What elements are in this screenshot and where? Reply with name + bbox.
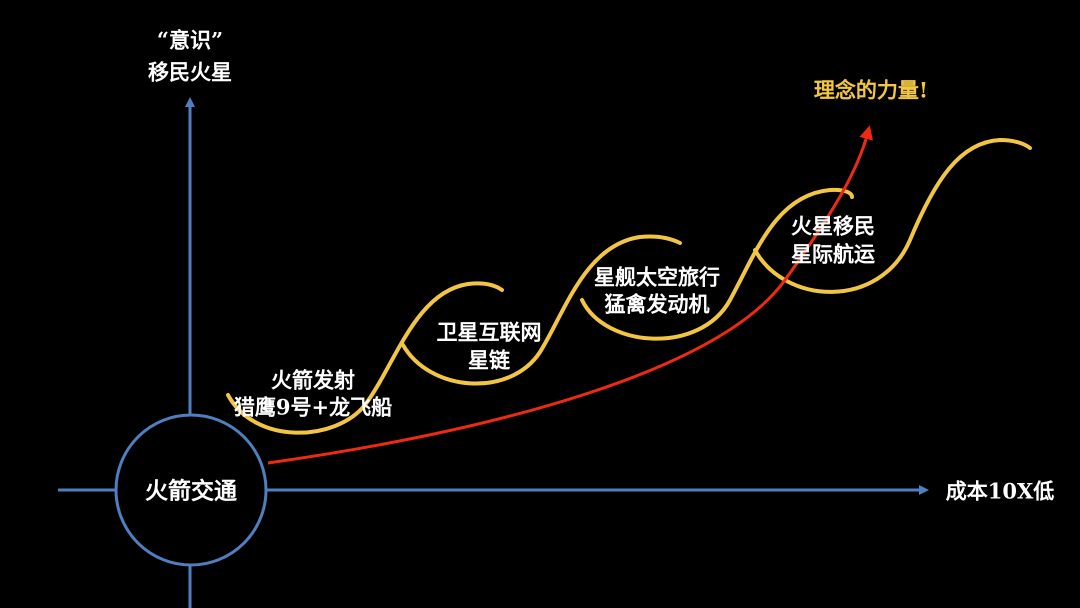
trend-label: 理念的力量!	[813, 77, 929, 103]
origin-circle	[114, 413, 268, 567]
stage-4-title: 火星移民	[791, 213, 875, 239]
s-curve-3	[580, 187, 854, 341]
stage-3-subtitle: 猛禽发动机	[604, 291, 710, 317]
stage-3-title: 星舰太空旅行	[594, 264, 720, 290]
stage-2-subtitle: 星链	[468, 347, 510, 373]
s-curve-1	[226, 281, 504, 435]
s-curve-4	[753, 137, 1032, 294]
stage-1-title: 火箭发射	[271, 367, 355, 393]
s-curve-2	[401, 234, 682, 386]
stage-1-subtitle: 猎鹰9号+龙飞船	[233, 394, 393, 420]
origin-label: 火箭交通	[145, 477, 237, 505]
stage-2-title: 卫星互联网	[436, 319, 542, 345]
stage-4-subtitle: 星际航运	[791, 241, 875, 267]
x-axis-label: 成本10X低	[945, 478, 1055, 504]
y-axis-label-line1: “意识”	[156, 27, 224, 53]
trend-arrow	[267, 125, 873, 465]
y-axis-label-line2: 移民火星	[148, 59, 232, 85]
